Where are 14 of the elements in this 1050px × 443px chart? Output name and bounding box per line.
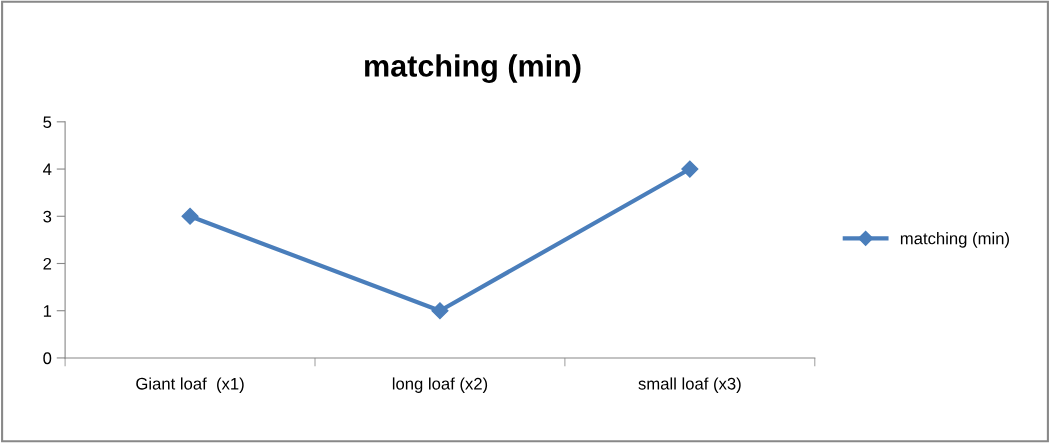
x-tick-label: long loaf (x2): [392, 377, 488, 393]
x-tick-label: Giant loaf (x1): [136, 377, 244, 393]
chart-title: matching (min): [365, 54, 581, 83]
y-tick-label: 1: [43, 305, 52, 317]
legend-label: matching (min): [900, 232, 1009, 248]
y-tick-label: 4: [43, 163, 52, 176]
y-tick-label: 5: [43, 116, 52, 129]
y-tick-label: 2: [43, 257, 52, 270]
y-tick-label: 3: [43, 210, 52, 223]
point: [681, 160, 699, 178]
y-tick-label: 0: [43, 352, 52, 365]
x-tick-label: small loaf (x3): [638, 377, 741, 393]
point: [181, 207, 199, 225]
point: [431, 302, 449, 320]
